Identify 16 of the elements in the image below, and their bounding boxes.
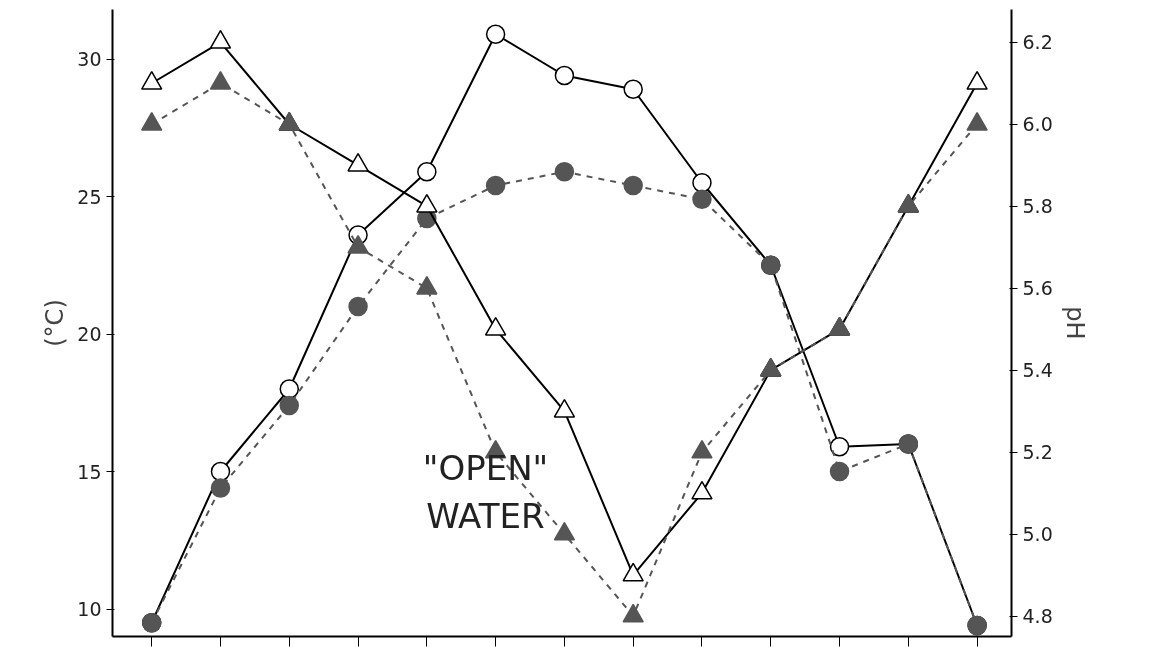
y2-tick-label: 4.8 bbox=[1022, 605, 1053, 628]
y2-tick-label: 5.0 bbox=[1022, 523, 1053, 546]
y2-tick-label: 6.0 bbox=[1022, 113, 1053, 136]
y-tick-label: 20 bbox=[77, 323, 102, 345]
y2-tick-label: 6.2 bbox=[1022, 31, 1053, 54]
y2-tick-label: 5.2 bbox=[1022, 441, 1053, 464]
y2-tick-label: 5.4 bbox=[1022, 359, 1053, 382]
y-tick-label: 15 bbox=[77, 460, 102, 483]
annotation: "OPEN" WATER bbox=[422, 447, 549, 536]
y-tick-label: 10 bbox=[77, 598, 102, 620]
y2-tick-label: 5.6 bbox=[1022, 277, 1053, 300]
y-axis-title: (°C) bbox=[41, 299, 70, 347]
y2-axis-title: pH bbox=[1060, 306, 1089, 340]
y-tick-label: 25 bbox=[77, 185, 102, 208]
y2-tick-label: 5.8 bbox=[1022, 195, 1053, 218]
y-tick-label: 30 bbox=[77, 48, 102, 70]
